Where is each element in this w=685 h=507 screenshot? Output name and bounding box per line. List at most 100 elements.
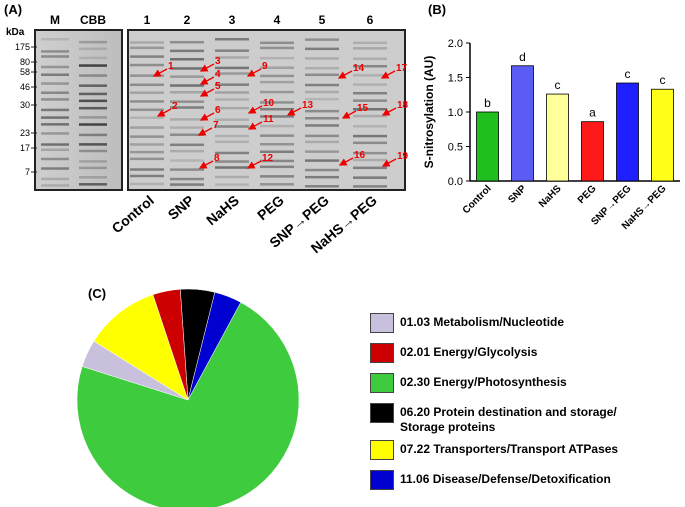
gel-band <box>260 46 294 50</box>
spot-arrow <box>246 68 262 77</box>
spot-arrow <box>341 110 357 119</box>
spot-arrow <box>247 105 263 114</box>
gel-band <box>260 142 294 146</box>
gel-band <box>41 177 69 181</box>
spot-label: 9 <box>262 61 268 72</box>
bar <box>476 111 499 182</box>
y-tick-label: 1.5 <box>448 73 463 85</box>
pie-slice <box>152 289 189 401</box>
gel-band <box>260 124 294 128</box>
gel-band <box>305 140 339 144</box>
gel-bands <box>41 38 387 188</box>
gel-band <box>79 106 107 110</box>
gel-band <box>215 160 249 163</box>
marker-label: 23 <box>20 128 30 138</box>
spot-label: 15 <box>357 103 369 114</box>
gel-band <box>260 66 294 69</box>
gel-band <box>79 166 107 170</box>
gel-band <box>130 41 164 44</box>
spot-label: 5 <box>215 81 221 92</box>
lane-label: 2 <box>184 13 191 27</box>
significance-letter: a <box>589 106 596 120</box>
spot-label: 19 <box>397 151 409 162</box>
spot-label: 18 <box>397 100 409 111</box>
gel-band <box>130 100 164 103</box>
gel-band <box>130 46 164 50</box>
gel-band <box>260 56 294 60</box>
marker-label: 46 <box>20 82 30 92</box>
gel-band <box>353 151 387 155</box>
spot-label: 14 <box>353 63 365 74</box>
spot-arrow <box>199 112 215 121</box>
y-tick-label: 1.0 <box>448 107 463 119</box>
gel-band <box>41 50 69 53</box>
gel-band <box>353 114 387 118</box>
legend-label: 11.06 Disease/Defense/Detoxification <box>400 472 611 486</box>
gel-band <box>130 74 164 77</box>
marker-label: 17 <box>20 143 30 153</box>
spot-label: 4 <box>215 69 221 80</box>
gel-band <box>353 141 387 145</box>
gel-band <box>305 57 339 60</box>
spot-label: 7 <box>213 120 219 131</box>
gel-band <box>79 149 107 153</box>
treatment-label: NaHS <box>203 192 242 228</box>
legend-swatch <box>370 313 394 333</box>
lane-label: 4 <box>274 13 281 27</box>
y-tick-label: 0.0 <box>448 176 463 188</box>
spot-label: 2 <box>172 101 178 112</box>
gel-band <box>353 64 387 68</box>
gel-band <box>170 75 204 78</box>
gel-band <box>215 38 249 41</box>
gel-band <box>41 143 69 146</box>
spot-arrow <box>198 160 214 169</box>
legend-swatch <box>370 373 394 393</box>
gel-band <box>170 143 204 147</box>
gel-band <box>215 183 249 186</box>
spot-label: 1 <box>168 61 174 72</box>
gel-band <box>215 118 249 121</box>
gel-band <box>305 38 339 41</box>
spot-label: 11 <box>263 114 274 125</box>
gel-band <box>215 66 249 70</box>
spot-arrow <box>199 76 215 85</box>
gel-band <box>170 149 204 153</box>
marker-label: 175 <box>15 42 30 52</box>
spot-arrow <box>380 70 396 79</box>
legend-label: 02.01 Energy/Glycolysis <box>400 345 538 359</box>
gel-band <box>305 66 339 70</box>
gel-band <box>305 47 339 51</box>
gel-band <box>170 159 204 162</box>
gel-band <box>79 123 107 126</box>
gel-band <box>305 185 339 188</box>
gel-band <box>353 124 387 128</box>
treatment-label: Control <box>109 192 157 236</box>
gel-band <box>130 91 164 94</box>
gel-band <box>353 57 387 61</box>
gel-band <box>41 65 69 69</box>
lane-label: 5 <box>319 13 326 27</box>
gel-band <box>215 83 249 86</box>
gel-band <box>353 158 387 162</box>
gel-band <box>130 108 164 112</box>
gel-band <box>41 157 69 161</box>
gel-band <box>215 91 249 94</box>
gel-band <box>305 134 339 138</box>
lane-label: 3 <box>229 13 236 27</box>
gel-band <box>305 117 339 120</box>
gel-band <box>170 58 204 61</box>
marker-label: 30 <box>20 100 30 110</box>
significance-letter: c <box>625 67 631 81</box>
gel-band <box>353 91 387 95</box>
spot-label: 17 <box>396 63 408 74</box>
gel-band <box>41 123 69 126</box>
gel-band <box>41 167 69 170</box>
gel-band <box>79 40 107 44</box>
legend-label: 02.30 Energy/Photosynthesis <box>400 375 567 389</box>
unit-label: kDa <box>6 27 25 38</box>
gel-band <box>79 74 107 77</box>
gel-band <box>170 133 204 136</box>
bar <box>546 93 569 182</box>
lane-label: 1 <box>144 13 151 27</box>
